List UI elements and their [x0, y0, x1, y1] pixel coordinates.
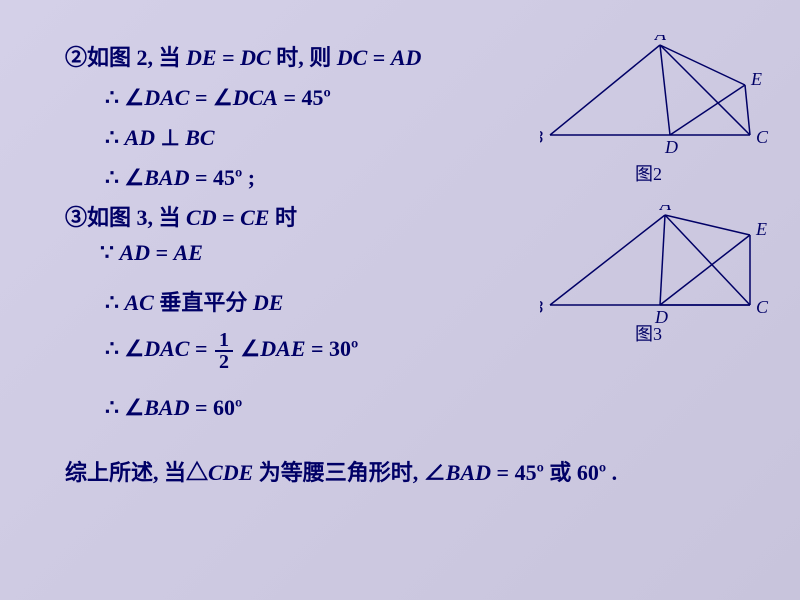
var: DCA — [233, 85, 278, 110]
val: = 60º — [189, 395, 242, 420]
eq: = ∠ — [189, 85, 232, 110]
var: CE — [240, 205, 269, 230]
svg-text:C: C — [756, 127, 769, 147]
line-1: ②如图 2, 当 DE = DC 时, 则 DC = AD — [65, 40, 421, 72]
line-9: ∴ ∠BAD = 60º — [105, 395, 242, 421]
eq: = — [189, 336, 213, 361]
line-2: ∴ ∠DAC = ∠DCA = 45º — [105, 85, 331, 111]
line-8: ∴ ∠DAC = 1 2 ∠DAE = 30º — [105, 330, 358, 372]
text: 综上所述, 当△ — [65, 460, 208, 485]
svg-text:C: C — [756, 297, 769, 317]
line-6: ∵ AD = AE — [100, 240, 203, 266]
therefore: ∴ — [105, 290, 125, 315]
var: BC — [185, 125, 214, 150]
text: 时, 则 — [276, 45, 337, 70]
eq: = — [222, 45, 240, 70]
svg-text:A: A — [654, 35, 667, 44]
var: DAE — [260, 336, 305, 361]
var: DAC — [144, 336, 189, 361]
svg-text:E: E — [755, 219, 767, 239]
figure-2-label: 图2 — [635, 160, 662, 186]
line-5: ③如图 3, 当 CD = CE 时 — [65, 200, 297, 232]
fraction: 1 2 — [215, 330, 233, 372]
therefore: ∴ ∠ — [105, 165, 144, 190]
var: AD — [120, 240, 151, 265]
val: = 30º — [306, 336, 359, 361]
svg-text:E: E — [750, 69, 762, 89]
val: = 45º ; — [189, 165, 255, 190]
numerator: 1 — [215, 330, 233, 352]
var: DE — [253, 290, 284, 315]
var: DAC — [144, 85, 189, 110]
val: = 45º 或 60º . — [491, 460, 617, 485]
var: BAD — [144, 165, 189, 190]
line-3: ∴ AD ⊥ BC — [105, 125, 215, 151]
var: BAD — [446, 460, 491, 485]
var: DE — [186, 45, 217, 70]
var: AD — [391, 45, 422, 70]
figure-3: ABCDE — [540, 205, 770, 325]
line-7: ∴ AC 垂直平分 DE — [105, 285, 283, 317]
text: 垂直平分 — [154, 290, 253, 315]
because: ∵ — [100, 240, 120, 265]
eq: = — [150, 240, 174, 265]
therefore: ∴ ∠ — [105, 336, 144, 361]
text: ②如图 2, 当 — [65, 45, 186, 70]
line-10: 综上所述, 当△CDE 为等腰三角形时, ∠BAD = 45º 或 60º . — [65, 455, 617, 487]
var: DC — [337, 45, 368, 70]
page: ②如图 2, 当 DE = DC 时, 则 DC = AD ∴ ∠DAC = ∠… — [0, 0, 800, 600]
svg-text:A: A — [659, 205, 672, 214]
text: ③如图 3, 当 — [65, 205, 186, 230]
line-4: ∴ ∠BAD = 45º ; — [105, 165, 255, 191]
figure-3-label: 图3 — [635, 320, 662, 346]
val: = 45º — [278, 85, 331, 110]
var: AE — [174, 240, 203, 265]
var: CD — [186, 205, 217, 230]
eq: = — [373, 45, 391, 70]
svg-text:B: B — [540, 297, 543, 317]
therefore: ∴ ∠ — [105, 85, 144, 110]
therefore: ∴ — [105, 125, 125, 150]
text: 时 — [269, 205, 297, 230]
perp: ⊥ — [155, 125, 185, 150]
var: BAD — [144, 395, 189, 420]
therefore: ∴ ∠ — [105, 395, 144, 420]
svg-text:B: B — [540, 127, 543, 147]
denominator: 2 — [215, 352, 233, 372]
var: DC — [240, 45, 271, 70]
text: 为等腰三角形时, ∠ — [253, 460, 446, 485]
angle: ∠ — [241, 336, 261, 361]
svg-text:D: D — [664, 137, 678, 155]
var: AC — [125, 290, 154, 315]
var: CDE — [208, 460, 253, 485]
figure-2: A B C D E — [540, 35, 770, 155]
var: AD — [125, 125, 156, 150]
eq: = — [217, 205, 241, 230]
